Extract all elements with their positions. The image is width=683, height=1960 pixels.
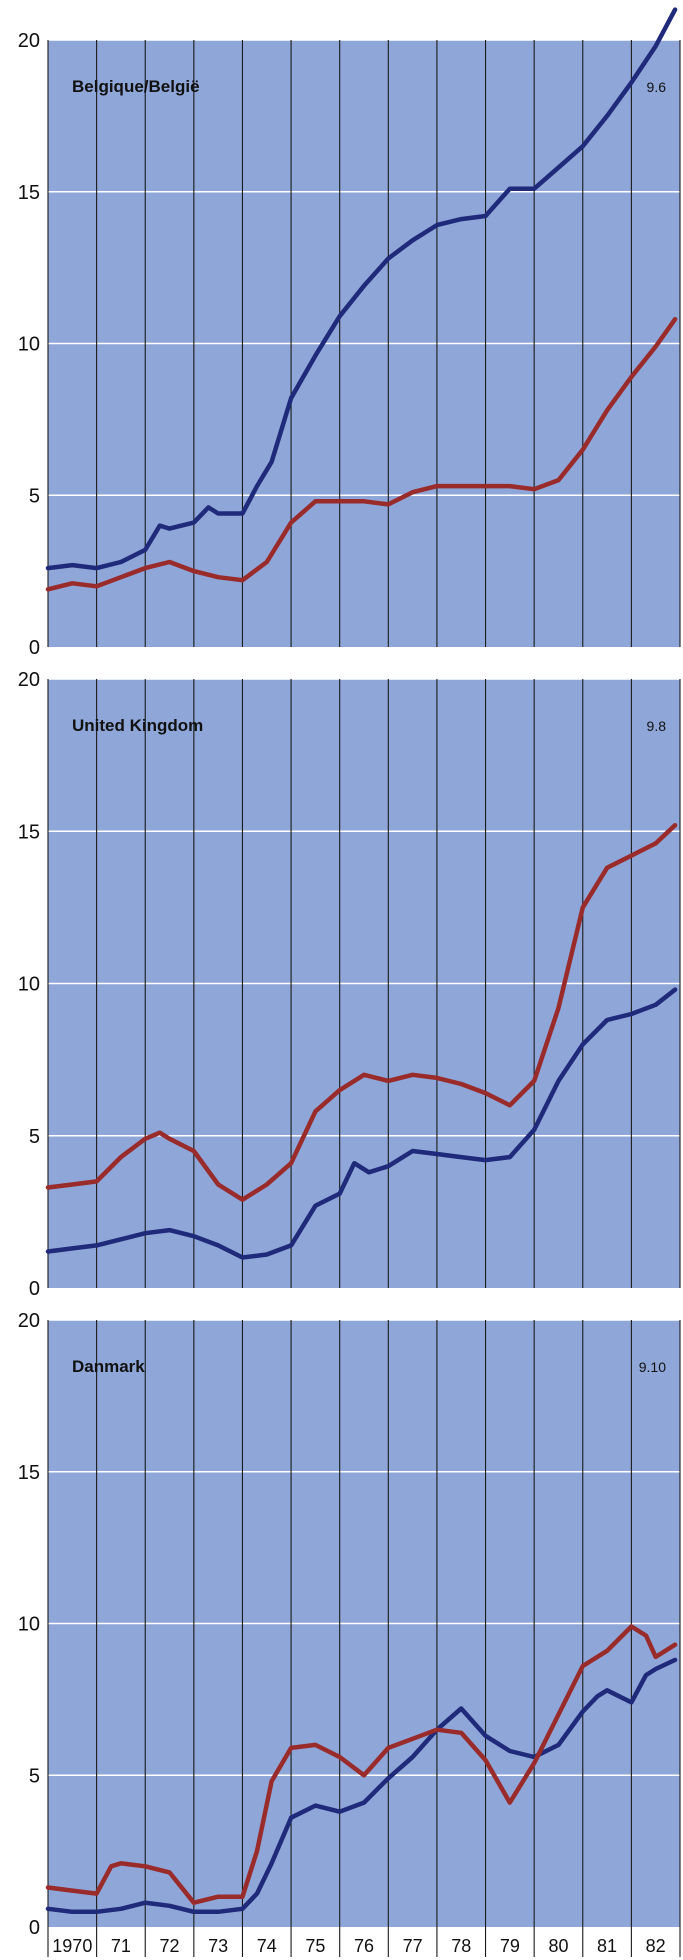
panel-title: Danmark bbox=[72, 1357, 145, 1376]
x-tick-label: 1970 bbox=[52, 1936, 92, 1956]
series-line-1 bbox=[45, 1657, 678, 1915]
series-line-2 bbox=[45, 822, 678, 1202]
panel-code: 9.8 bbox=[647, 718, 667, 734]
x-tick-label: 81 bbox=[597, 1936, 617, 1956]
series-line-2 bbox=[45, 316, 678, 592]
y-tick-label: 0 bbox=[29, 1917, 40, 1939]
panel-title: United Kingdom bbox=[72, 716, 203, 735]
series-line-2 bbox=[45, 1624, 678, 1905]
x-tick-label: 80 bbox=[548, 1936, 568, 1956]
x-tick-label: 77 bbox=[403, 1936, 423, 1956]
y-tick-label: 5 bbox=[29, 1765, 40, 1787]
y-tick-label: 20 bbox=[18, 1310, 40, 1332]
y-tick-label: 10 bbox=[18, 334, 40, 356]
y-tick-label: 5 bbox=[29, 485, 40, 507]
y-tick-label: 15 bbox=[18, 821, 40, 843]
series-line-1 bbox=[45, 7, 678, 571]
y-tick-label: 15 bbox=[18, 1462, 40, 1484]
y-tick-label: 15 bbox=[18, 182, 40, 204]
chart-panel-1: 0 5 10 15 20 Belgique/België 9.6 bbox=[18, 7, 681, 659]
y-tick-label: 10 bbox=[18, 974, 40, 996]
y-tick-label: 20 bbox=[18, 30, 40, 52]
x-tick-label: 76 bbox=[354, 1936, 374, 1956]
y-tick-label: 10 bbox=[18, 1614, 40, 1636]
x-tick-label: 82 bbox=[646, 1936, 666, 1956]
series-line-1 bbox=[45, 987, 678, 1260]
y-tick-label: 5 bbox=[29, 1126, 40, 1148]
x-tick-label: 78 bbox=[451, 1936, 471, 1956]
y-tick-label: 0 bbox=[29, 637, 40, 659]
panel-title: Belgique/België bbox=[72, 77, 200, 96]
chart-panel-3: 0 5 10 15 20 Danmark 9.10 bbox=[18, 1310, 681, 1939]
x-tick-label: 79 bbox=[500, 1936, 520, 1956]
y-tick-label: 0 bbox=[29, 1278, 40, 1300]
x-tick-label: 73 bbox=[208, 1936, 228, 1956]
x-tick-label: 74 bbox=[257, 1936, 277, 1956]
y-tick-label: 20 bbox=[18, 669, 40, 691]
x-tick-label: 71 bbox=[111, 1936, 131, 1956]
panel-code: 9.10 bbox=[639, 1359, 666, 1375]
x-tick-label: 75 bbox=[305, 1936, 325, 1956]
panel-code: 9.6 bbox=[647, 79, 667, 95]
chart-panel-2: 0 5 10 15 20 United Kingdom 9.8 bbox=[18, 669, 681, 1300]
x-tick-label: 72 bbox=[160, 1936, 180, 1956]
